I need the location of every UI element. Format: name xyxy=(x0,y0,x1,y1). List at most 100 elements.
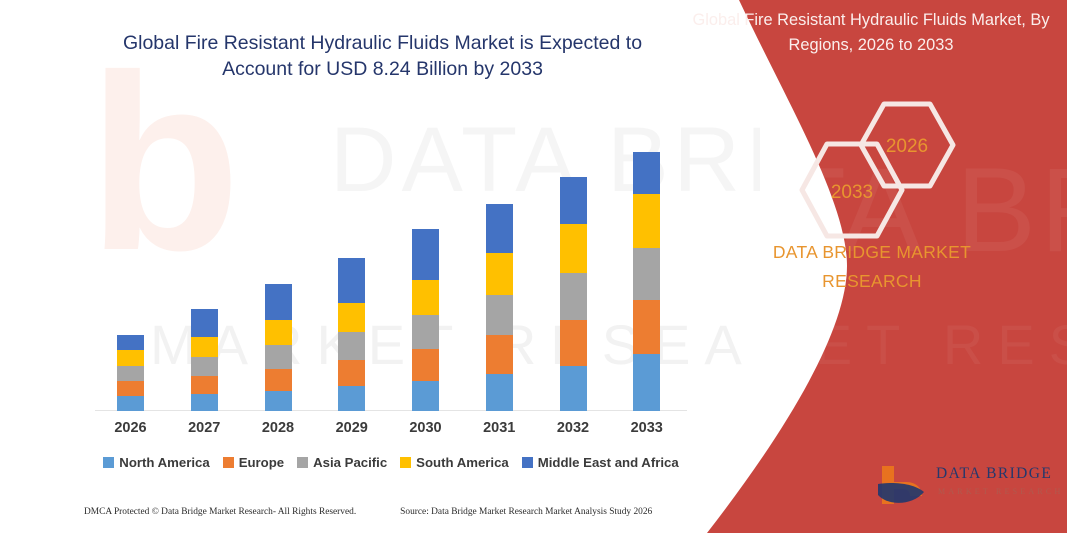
bar-segment xyxy=(633,353,661,411)
legend-label: North America xyxy=(119,455,210,470)
bar-segment xyxy=(338,332,366,360)
bar-segment xyxy=(485,253,513,295)
legend-swatch-icon xyxy=(222,457,234,468)
bar-segment xyxy=(485,374,513,411)
brand-line-2: RESEARCH xyxy=(822,271,922,291)
legend-item: Europe xyxy=(222,455,285,470)
stacked-bar xyxy=(338,258,366,411)
bar-segment xyxy=(190,337,218,357)
bar-group xyxy=(538,120,609,411)
svg-text:2026: 2026 xyxy=(886,136,928,157)
bar-group xyxy=(243,120,314,411)
bar-segment xyxy=(117,381,144,396)
x-axis-tick-label: 2033 xyxy=(630,420,663,436)
bar-segment xyxy=(412,280,439,315)
bar-segment xyxy=(264,391,292,411)
bar-segment xyxy=(485,335,513,374)
stacked-bar xyxy=(190,309,218,411)
legend-swatch-icon xyxy=(521,457,533,468)
red-panel-background xyxy=(707,0,1067,533)
footer-source: Source: Data Bridge Market Research Mark… xyxy=(400,507,653,517)
bar-segment xyxy=(559,273,587,320)
x-axis-tick-label: 2031 xyxy=(483,420,516,436)
legend-swatch-icon xyxy=(103,457,115,468)
bar-segment xyxy=(264,284,292,320)
bar-segment xyxy=(338,386,366,411)
bar-segment xyxy=(485,295,513,335)
right-watermark-secondary: MARKET RESEARCH xyxy=(667,313,1067,376)
bar-group xyxy=(464,120,535,411)
company-logo: DATA BRIDGE MARKET RESEARCH xyxy=(872,462,1060,510)
x-axis-tick-label: 2027 xyxy=(188,420,221,436)
footer: DMCA Protected © Data Bridge Market Rese… xyxy=(84,507,684,517)
bar-segment xyxy=(338,303,366,332)
x-axis-tick-label: 2026 xyxy=(114,420,147,436)
bar-group xyxy=(95,120,166,411)
bar-segment xyxy=(117,396,144,411)
bar-segment xyxy=(412,349,439,381)
legend-item: North America xyxy=(103,455,210,470)
chart-title: Global Fire Resistant Hydraulic Fluids M… xyxy=(122,32,643,80)
bar-segment xyxy=(485,204,513,253)
logo-subtitle: MARKET RESEARCH xyxy=(938,487,1064,496)
brand-name: DATA BRIDGE MARKET RESEARCH xyxy=(697,238,1047,296)
legend-item: Asia Pacific xyxy=(297,455,387,470)
bar-segment xyxy=(633,247,661,300)
bar-segment xyxy=(264,345,292,369)
x-axis-tick-label: 2029 xyxy=(335,420,368,436)
bar-group xyxy=(611,120,682,411)
right-watermark-primary: DATA BRIDGE xyxy=(667,143,1067,277)
x-axis-tick-label: 2032 xyxy=(556,420,590,436)
bar-segment xyxy=(559,320,587,366)
footer-copyright: DMCA Protected © Data Bridge Market Rese… xyxy=(84,507,357,517)
hexagon-2033: 2033 xyxy=(799,141,905,239)
bar-segment xyxy=(412,229,439,280)
bar-segment xyxy=(338,258,366,303)
legend-label: Middle East and Africa xyxy=(537,455,679,470)
legend-swatch-icon xyxy=(297,457,309,468)
stacked-bar xyxy=(633,152,661,411)
panel-title: Global Fire Resistant Hydraulic Fluids M… xyxy=(692,11,1050,54)
bar-group xyxy=(390,120,461,411)
chart-panel: b DATA BRIDGE MARKET RESEARCH Global Fir… xyxy=(84,32,760,517)
legend-item: Middle East and Africa xyxy=(521,455,679,470)
chart-plot-area xyxy=(95,120,685,411)
bar-segment xyxy=(412,381,439,411)
bar-segment xyxy=(264,369,292,391)
x-axis-tick-label: 2028 xyxy=(261,420,295,436)
bar-group xyxy=(316,120,387,411)
stacked-bar xyxy=(117,335,144,411)
chart-legend: North America Europe Asia Pacific South Ame… xyxy=(95,455,687,470)
svg-text:2033: 2033 xyxy=(831,182,873,203)
logo-title: DATA BRIDGE xyxy=(936,465,1053,482)
bar-segment xyxy=(633,193,661,248)
bar-segment xyxy=(559,177,587,224)
bar-segment xyxy=(338,360,366,386)
x-axis-tick-label: 2030 xyxy=(409,420,442,436)
brand-line-1: DATA BRIDGE MARKET xyxy=(772,242,972,262)
bar-segment xyxy=(117,366,144,381)
stacked-bar xyxy=(485,204,513,411)
bar-segment xyxy=(559,366,587,411)
legend-label: South America xyxy=(416,455,509,470)
stacked-bar-chart: 2026 2027 2028 2029 2030 2031 2032 2033 xyxy=(95,120,687,436)
bar-segment xyxy=(633,152,661,194)
bar-segment xyxy=(633,299,661,354)
logo-mark-icon xyxy=(878,466,924,504)
bar-segment xyxy=(190,394,218,411)
x-axis-line xyxy=(95,410,687,411)
bar-segment xyxy=(412,315,439,349)
bar-segment xyxy=(264,320,292,345)
legend-label: Asia Pacific xyxy=(313,455,388,470)
stacked-bar xyxy=(264,284,292,411)
bar-segment xyxy=(190,376,218,394)
watermark-text-primary: DATA BRIDGE xyxy=(330,109,760,211)
legend-swatch-icon xyxy=(400,457,412,468)
bar-segment xyxy=(559,224,587,273)
bar-segment xyxy=(117,335,144,350)
bar-segment xyxy=(190,309,218,337)
stacked-bar xyxy=(412,229,439,411)
stacked-bar xyxy=(559,177,587,411)
legend-label: Europe xyxy=(238,455,285,470)
